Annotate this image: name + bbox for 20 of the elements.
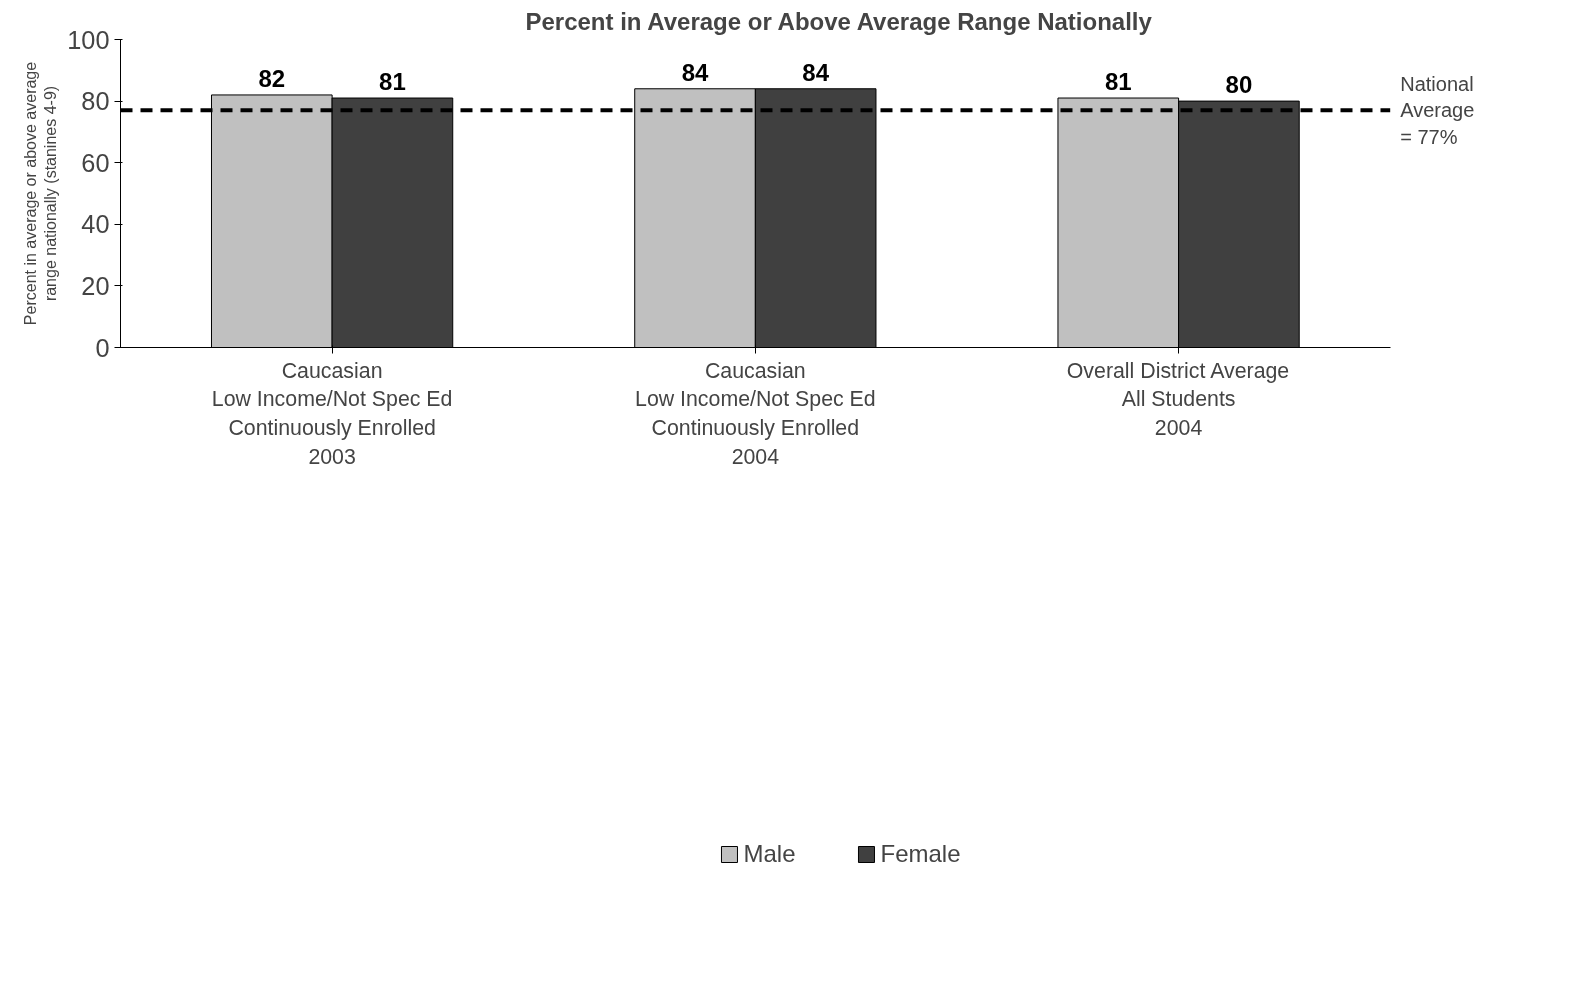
data-label: 82 [258, 64, 286, 92]
data-label: 81 [379, 68, 406, 96]
data-label: 84 [802, 58, 830, 86]
ref-line-label: National Average = 77% [1400, 72, 1475, 148]
y-tick-label: 40 [81, 210, 110, 239]
data-label: 80 [1225, 71, 1253, 99]
x-tick-label: Caucasian Low Income/Not Spec Ed Continuously Enrolled 2003 [211, 358, 453, 469]
y-tick-label: 60 [81, 148, 110, 177]
x-tick-label: Overall District Average All Students 2004 [1066, 358, 1290, 441]
chart-title: Percent in Average or Above Average Range Nationally [525, 7, 1153, 35]
legend-label: Male [743, 840, 796, 868]
y-tick-label: 80 [81, 87, 110, 116]
y-tick-label: 20 [81, 271, 110, 300]
y-axis-title: Percent in average or above average range nationally (stanines 4-9) [21, 61, 60, 326]
data-label: 81 [1104, 68, 1132, 96]
data-label: 84 [681, 58, 710, 86]
x-tick-label: Caucasian Low Income/Not Spec Ed Continuously Enrolled 2004 [635, 358, 876, 469]
y-tick-label: 0 [95, 333, 110, 362]
y-tick-label: 100 [67, 25, 110, 54]
legend-label: Female [880, 840, 961, 868]
